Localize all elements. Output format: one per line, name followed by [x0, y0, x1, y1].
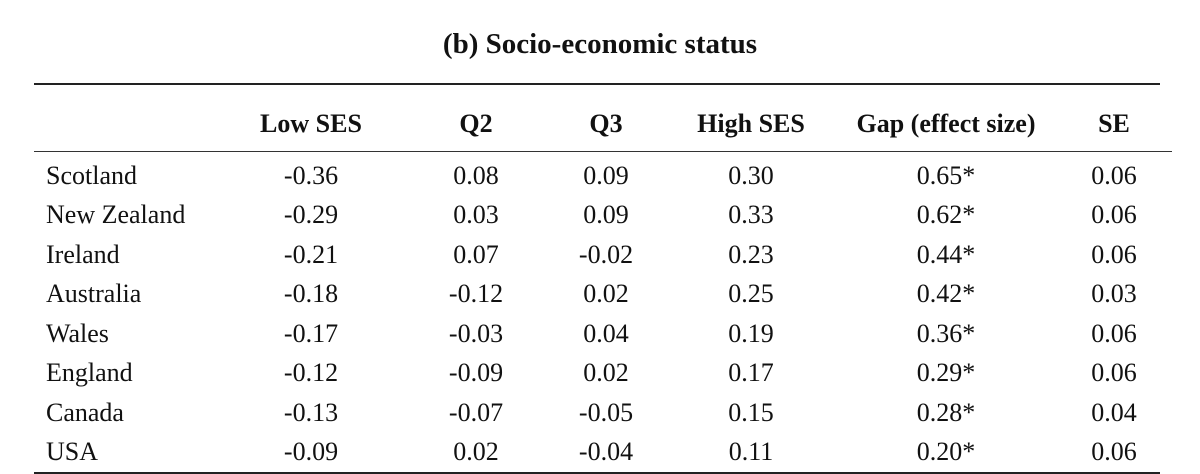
cell-high-ses: 0.19 — [728, 318, 774, 348]
cell-country: England — [46, 358, 133, 388]
cell-gap: 0.20* — [916, 437, 976, 467]
cell-high-ses: 0.23 — [728, 239, 774, 269]
cell-se: 0.06 — [1091, 437, 1137, 467]
cell-high-ses: 0.17 — [728, 358, 774, 388]
table-title: (b) Socio-economic status — [442, 28, 758, 60]
cell-q2: -0.09 — [448, 358, 504, 388]
cell-high-ses: 0.15 — [728, 397, 774, 427]
cell-gap: 0.29* — [916, 358, 976, 388]
header-q3: Q3 — [546, 85, 666, 152]
cell-se: 0.03 — [1091, 279, 1137, 309]
cell-low-ses: -0.13 — [283, 397, 339, 427]
cell-se: 0.04 — [1091, 397, 1137, 427]
cell-low-ses: -0.29 — [283, 200, 339, 230]
table-row: Australia -0.18 -0.12 0.02 0.25 0.42* 0.03 — [34, 275, 1172, 315]
cell-gap: 0.65* — [916, 160, 976, 190]
table-row: Canada -0.13 -0.07 -0.05 0.15 0.28* 0.04 — [34, 393, 1172, 433]
table-row: USA -0.09 0.02 -0.04 0.11 0.20* 0.06 — [34, 433, 1172, 473]
cell-se: 0.06 — [1091, 358, 1137, 388]
cell-q3: 0.09 — [583, 160, 629, 190]
cell-country: Ireland — [46, 239, 120, 269]
cell-country: Australia — [46, 279, 142, 309]
cell-q3: 0.02 — [583, 358, 629, 388]
cell-q2: -0.03 — [448, 318, 504, 348]
cell-low-ses: -0.17 — [283, 318, 339, 348]
cell-q2: 0.03 — [453, 200, 499, 230]
cell-q2: 0.08 — [453, 160, 499, 190]
header-high-ses: High SES — [666, 85, 836, 152]
header-country — [34, 85, 216, 152]
cell-low-ses: -0.09 — [283, 437, 339, 467]
table-body: Scotland -0.36 0.08 0.09 0.30 0.65* 0.06 New Ze… — [34, 152, 1172, 473]
header-row: Low SES Q2 Q3 High SES Gap (effect size)… — [34, 85, 1172, 152]
cell-country: Canada — [46, 397, 124, 427]
cell-gap: 0.62* — [916, 200, 976, 230]
cell-q3: 0.09 — [583, 200, 629, 230]
cell-low-ses: -0.12 — [283, 358, 339, 388]
header-q2: Q2 — [406, 85, 546, 152]
cell-q2: 0.02 — [453, 437, 499, 467]
cell-gap: 0.28* — [916, 397, 976, 427]
ses-table: Low SES Q2 Q3 High SES Gap (effect size)… — [34, 85, 1172, 472]
cell-gap: 0.42* — [916, 279, 976, 309]
cell-q2: -0.07 — [448, 397, 504, 427]
cell-high-ses: 0.11 — [728, 437, 774, 467]
cell-high-ses: 0.30 — [728, 160, 774, 190]
cell-low-ses: -0.18 — [283, 279, 339, 309]
header-se: SE — [1056, 85, 1172, 152]
table-row: Ireland -0.21 0.07 -0.02 0.23 0.44* 0.06 — [34, 235, 1172, 275]
cell-q2: -0.12 — [448, 279, 504, 309]
cell-country: USA — [46, 437, 99, 467]
cell-q3: 0.02 — [583, 279, 629, 309]
cell-se: 0.06 — [1091, 318, 1137, 348]
cell-q3: -0.02 — [578, 239, 634, 269]
cell-country: New Zealand — [46, 200, 186, 230]
cell-low-ses: -0.21 — [283, 239, 339, 269]
cell-se: 0.06 — [1091, 239, 1137, 269]
table-row: Scotland -0.36 0.08 0.09 0.30 0.65* 0.06 — [34, 152, 1172, 196]
cell-low-ses: -0.36 — [283, 160, 339, 190]
cell-se: 0.06 — [1091, 160, 1137, 190]
cell-se: 0.06 — [1091, 200, 1137, 230]
table-row: New Zealand -0.29 0.03 0.09 0.33 0.62* 0.06 — [34, 196, 1172, 236]
cell-gap: 0.36* — [916, 318, 976, 348]
cell-high-ses: 0.33 — [728, 200, 774, 230]
header-low-ses: Low SES — [216, 85, 406, 152]
cell-q3: 0.04 — [583, 318, 629, 348]
cell-q3: -0.05 — [578, 397, 634, 427]
cell-q3: -0.04 — [578, 437, 634, 467]
cell-q2: 0.07 — [453, 239, 499, 269]
cell-country: Wales — [46, 318, 109, 348]
table-row: Wales -0.17 -0.03 0.04 0.19 0.36* 0.06 — [34, 314, 1172, 354]
cell-high-ses: 0.25 — [728, 279, 774, 309]
table-top-rule — [34, 83, 1160, 85]
cell-gap: 0.44* — [916, 239, 976, 269]
table-row: England -0.12 -0.09 0.02 0.17 0.29* 0.06 — [34, 354, 1172, 394]
ses-table-container: Low SES Q2 Q3 High SES Gap (effect size)… — [34, 83, 1172, 474]
header-gap: Gap (effect size) — [836, 85, 1056, 152]
cell-country: Scotland — [46, 160, 137, 190]
